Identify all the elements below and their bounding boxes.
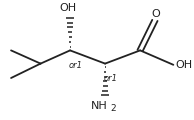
Text: OH: OH [175,60,192,70]
Text: OH: OH [60,3,77,13]
Text: NH: NH [91,101,108,111]
Text: O: O [152,9,160,19]
Text: or1: or1 [104,74,118,83]
Text: 2: 2 [111,104,116,113]
Text: or1: or1 [69,61,83,70]
